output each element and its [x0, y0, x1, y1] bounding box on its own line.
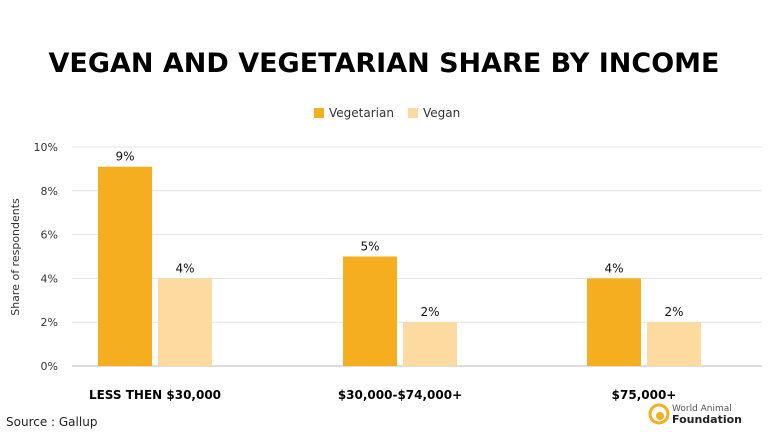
legend: Vegetarian Vegan: [314, 106, 460, 120]
y-tick-label: 8%: [41, 185, 58, 198]
x-tick-label: $75,000+: [612, 388, 677, 402]
bar-vegan: [647, 322, 701, 366]
logo-icon: [648, 403, 670, 425]
data-label: 4%: [604, 261, 623, 275]
x-tick-label: $30,000-$74,000+: [338, 388, 462, 402]
data-label: 9%: [115, 150, 134, 164]
data-label: 5%: [360, 240, 379, 254]
bar-vegetarian: [587, 278, 641, 366]
bars: 9% 4% LESS THEN $30,000 5% 2% $30,000-$74,000…: [89, 150, 701, 402]
legend-label: Vegan: [423, 106, 460, 120]
legend-swatch: [407, 108, 418, 118]
legend-label: Vegetarian: [329, 106, 394, 120]
y-tick-label: 4%: [41, 272, 58, 285]
logo: World Animal Foundation: [648, 403, 742, 426]
data-label: 4%: [175, 261, 194, 275]
data-label: 2%: [420, 305, 439, 319]
data-label: 2%: [664, 305, 683, 319]
bar-vegetarian: [343, 256, 397, 366]
logo-line2: Foundation: [672, 413, 742, 426]
x-tick-label: LESS THEN $30,000: [89, 388, 221, 402]
bar-vegetarian: [98, 166, 152, 366]
y-axis-label: Share of respondents: [9, 198, 22, 316]
logo-line1: World Animal: [672, 404, 732, 414]
bar-vegan: [403, 322, 457, 366]
y-tick-label: 10%: [34, 141, 58, 154]
y-tick-label: 2%: [41, 316, 58, 329]
y-tick-label: 6%: [41, 229, 58, 242]
bar-vegan: [158, 278, 212, 366]
legend-swatch: [314, 108, 324, 118]
y-tick-label: 0%: [41, 360, 58, 373]
source-note: Source : Gallup: [6, 415, 97, 429]
chart-title: VEGAN AND VEGETARIAN SHARE BY INCOME: [49, 48, 720, 79]
